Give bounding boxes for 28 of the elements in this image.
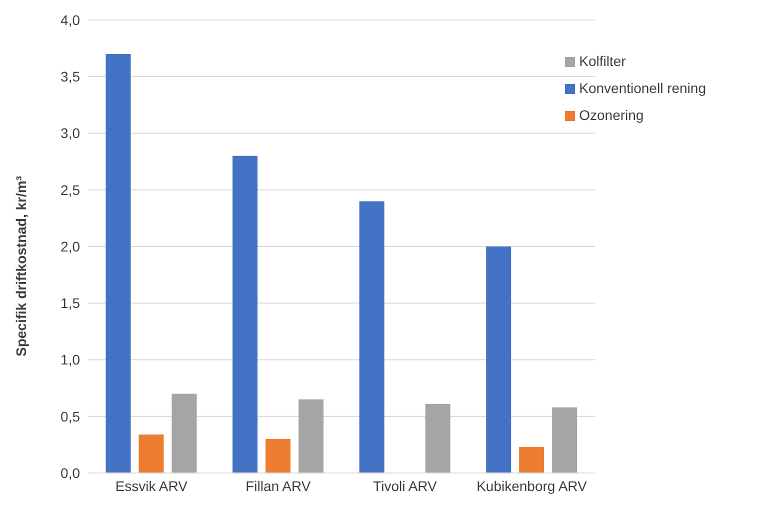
y-tick-label: 3,5 [60,68,80,85]
y-tick-label: 3,0 [60,125,80,142]
legend-label: Konventionell rening [579,80,706,96]
y-tick-label: 4,0 [60,12,80,28]
bar [425,404,450,473]
x-tick-label: Tivoli ARV [373,478,438,494]
bar [232,156,258,473]
bar [298,399,324,473]
y-tick-label: 0,5 [60,408,80,424]
legend-label: Kolfilter [579,53,626,69]
bar [486,246,512,473]
bar [138,434,164,473]
bar [106,54,131,473]
y-tick-label: 1,0 [60,352,80,368]
bar [519,446,544,473]
y-axis-title: Specifik driftkostnad, kr/m³ [12,176,29,356]
x-tick-label: Kubikenborg ARV [476,478,588,494]
y-tick-label: 2,5 [60,182,80,198]
bar [266,439,291,473]
y-tick-label: 1,5 [60,295,80,312]
bar [359,201,384,473]
x-tick-label: Fillan ARV [246,478,312,494]
bar [552,407,578,473]
y-tick-label: 0,0 [60,464,80,481]
y-tick-label: 2,0 [60,238,80,254]
x-tick-label: Essvik ARV [115,478,188,494]
bar [172,394,197,473]
legend-label: Ozonering [579,107,644,123]
